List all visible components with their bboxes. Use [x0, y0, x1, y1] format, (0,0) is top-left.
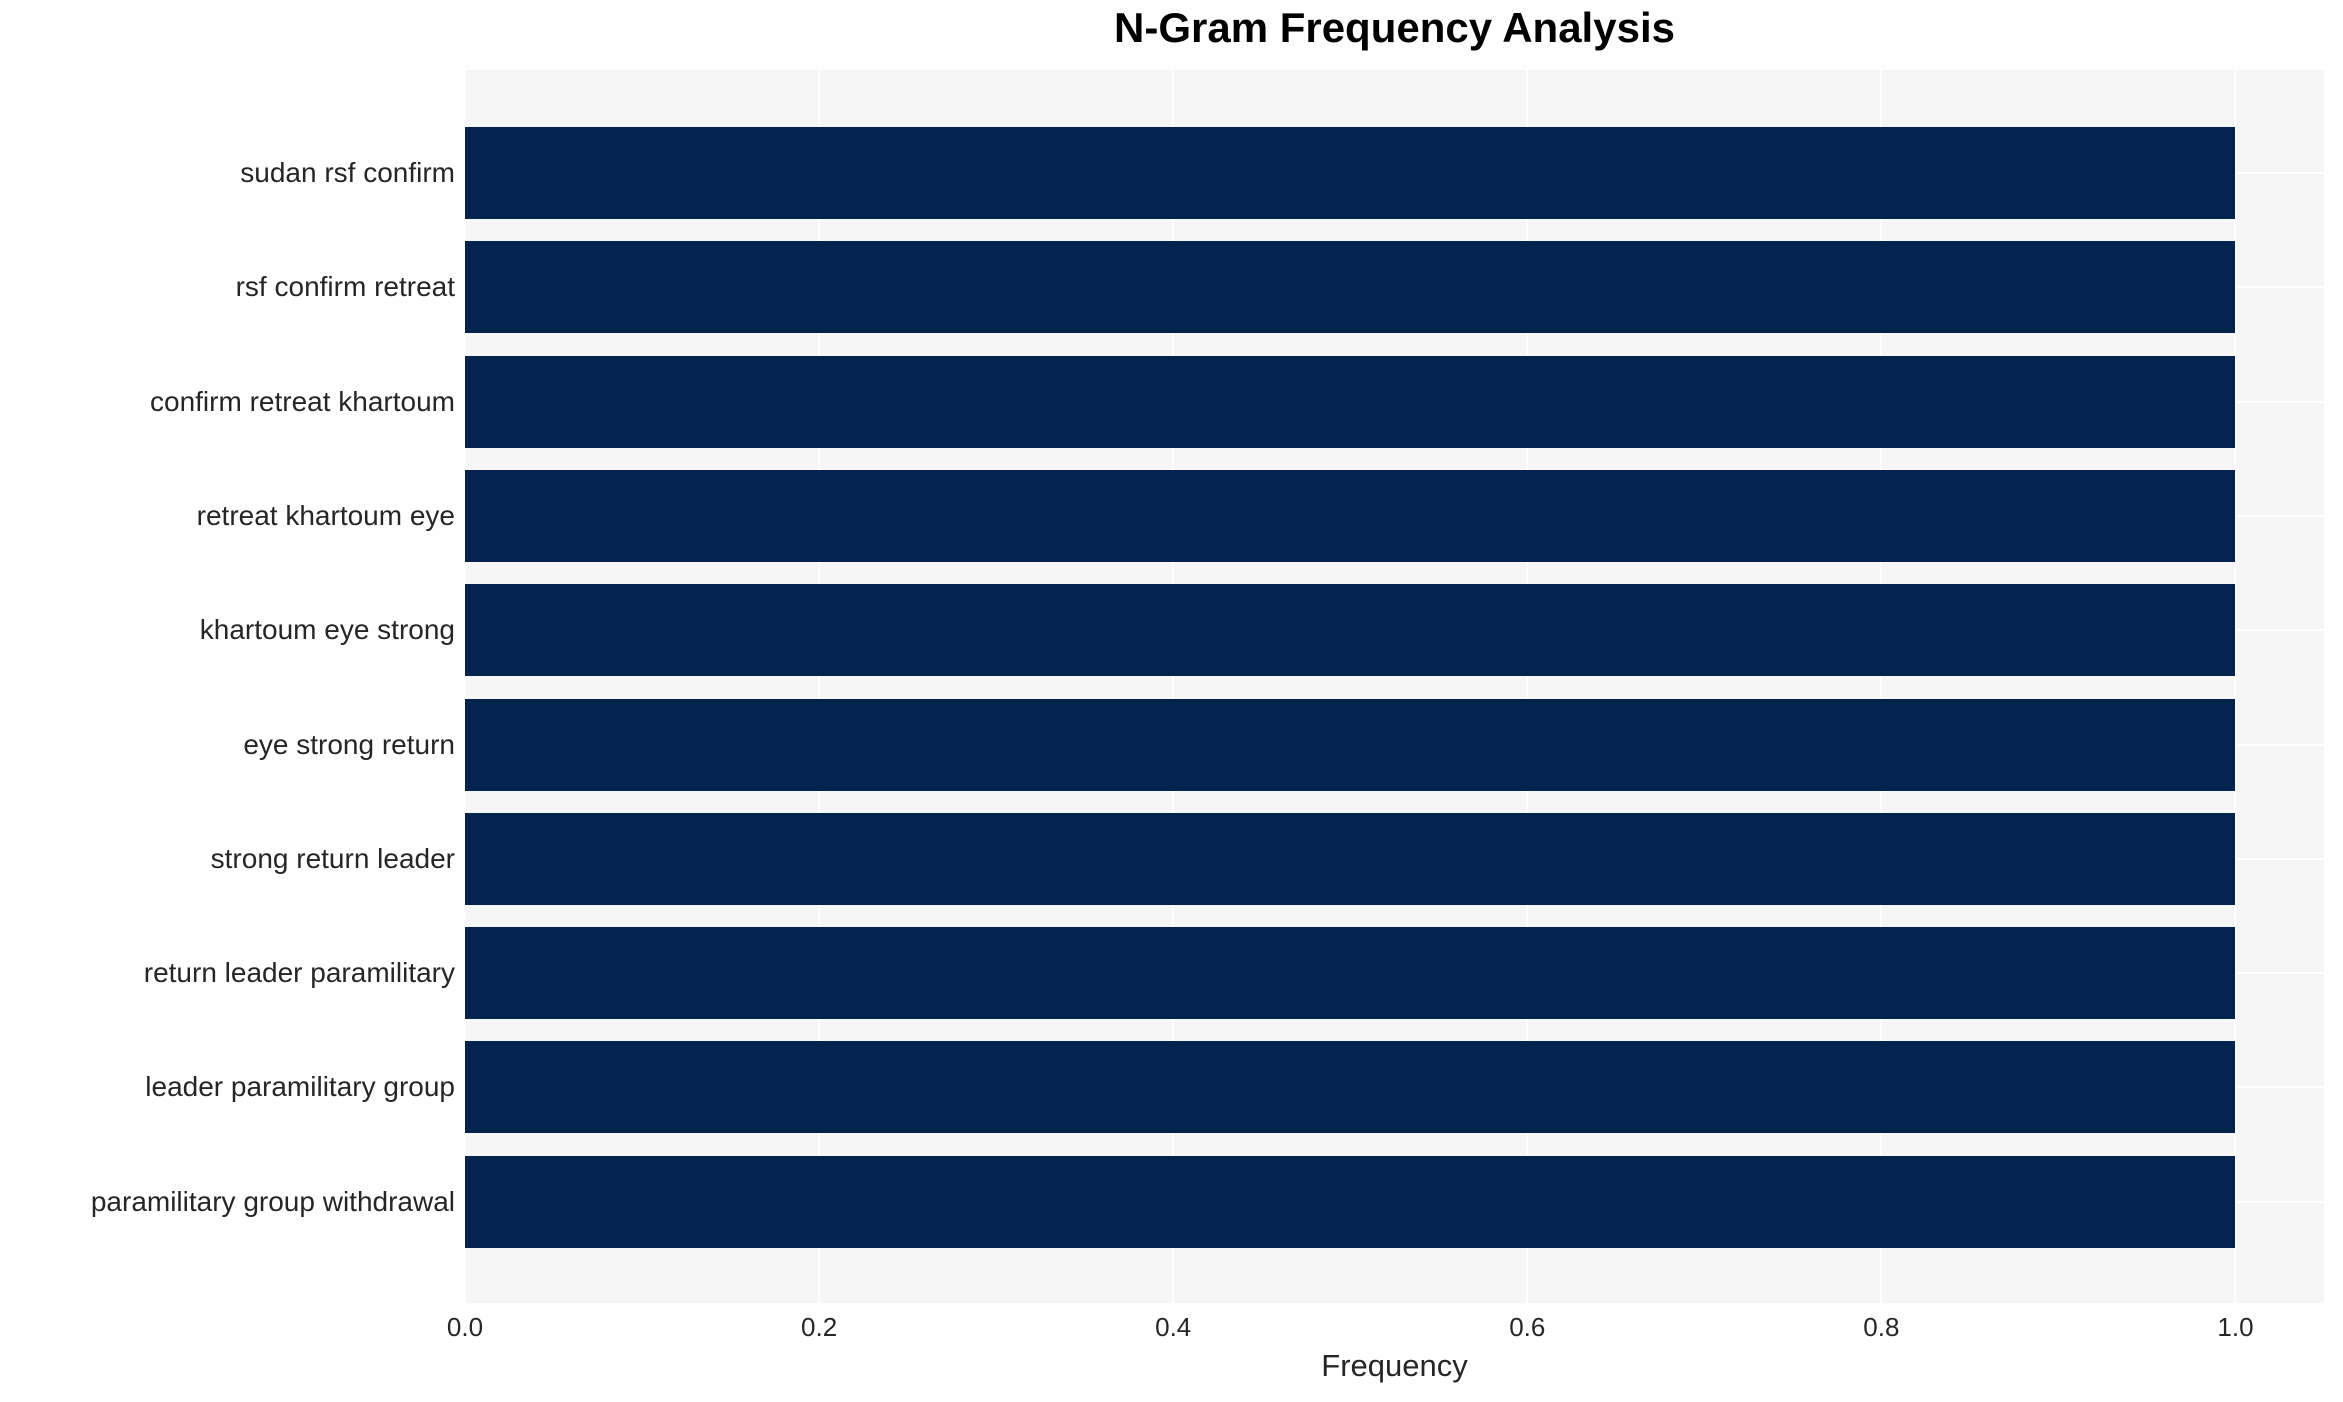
x-gridline [1880, 70, 1883, 1303]
bar-retreat-khartoum-eye [465, 469, 2236, 562]
y-tick-label: leader paramilitary group [145, 1071, 455, 1103]
y-tick-label: retreat khartoum eye [196, 499, 455, 531]
y-tick-label: eye strong return [243, 728, 455, 760]
x-axis-title: Frequency [1321, 1348, 1468, 1383]
bar-eye-strong-return [465, 698, 2236, 791]
x-gridline [1172, 70, 1175, 1303]
x-tick-label: 0.6 [1509, 1312, 1546, 1342]
x-tick-label: 0.2 [801, 1312, 838, 1342]
x-tick-label: 1.0 [2217, 1312, 2254, 1342]
bar-leader-paramilitary-group [465, 1041, 2236, 1134]
bar-rsf-confirm-retreat [465, 241, 2236, 334]
bar-khartoum-eye-strong [465, 584, 2236, 677]
chart-title: N-Gram Frequency Analysis [1114, 4, 1675, 51]
x-gridline [818, 70, 821, 1303]
x-gridline [2234, 70, 2237, 1303]
y-tick-label: paramilitary group withdrawal [90, 1185, 455, 1217]
x-tick-label: 0.4 [1155, 1312, 1192, 1342]
bar-confirm-retreat-khartoum [465, 355, 2236, 448]
bar-paramilitary-group-withdrawal [465, 1155, 2236, 1248]
y-tick-label: return leader paramilitary [143, 957, 455, 989]
bar-sudan-rsf-confirm [465, 127, 2236, 219]
x-tick-label: 0.8 [1863, 1312, 1900, 1342]
bar-strong-return-leader [465, 812, 2236, 905]
y-tick-label: confirm retreat khartoum [150, 385, 455, 417]
bar-return-leader-paramilitary [465, 927, 2236, 1020]
x-gridline [1526, 70, 1529, 1303]
y-tick-label: strong return leader [210, 842, 455, 874]
y-tick-label: sudan rsf confirm [240, 157, 455, 188]
plot-area [464, 70, 2324, 1303]
y-tick-label: rsf confirm retreat [235, 271, 455, 303]
y-tick-label: khartoum eye strong [199, 614, 455, 646]
x-tick-label: 0.0 [446, 1312, 484, 1342]
x-gridline [464, 70, 466, 1303]
